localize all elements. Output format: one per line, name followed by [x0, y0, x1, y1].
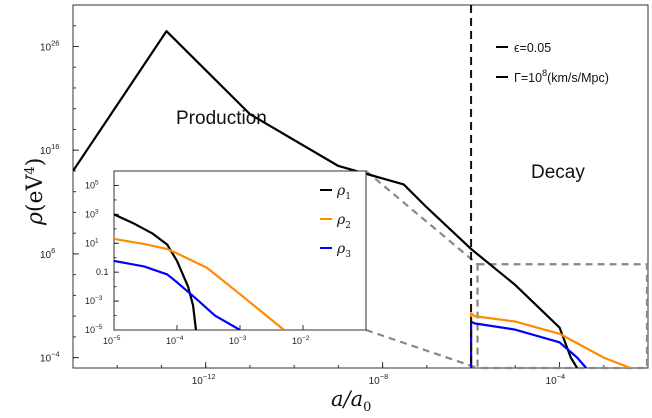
annotation-production: Production	[176, 108, 267, 129]
inset-y-tick-label: 10−3	[85, 295, 103, 306]
inset-x-tick-label: 10−4	[166, 335, 184, 346]
inset-plot: 10−5 10−4 10−3 10−210−510−30.1101103105ρ1ρ2…	[85, 170, 367, 346]
y-tick-label: 10−4	[40, 350, 60, 365]
annotation-decay: Decay	[531, 162, 585, 183]
inset-y-tick-label: 10−5	[85, 324, 103, 335]
legend-label: Γ=108(km/s/Mpc)	[514, 68, 609, 85]
main-plot-frame: 10−12 10−8 10−4 10−4 106 1016 1026	[40, 4, 649, 387]
zoom-indicator	[365, 170, 649, 370]
y-tick-label: 1016	[40, 142, 59, 157]
inset-x-tick-label: 10−5	[103, 335, 121, 346]
inset-x-tick-label: 10−3	[229, 335, 247, 346]
inset-y-tick-label: 103	[85, 208, 99, 219]
inset-y-tick-label: 0.1	[96, 267, 109, 277]
y-tick-label: 1026	[40, 38, 59, 53]
zoom-box	[476, 263, 649, 370]
inset-y-tick-label: 101	[85, 237, 99, 248]
inset-x-tick-label: 10−2	[292, 335, 310, 346]
inset-series-line-2	[114, 237, 285, 330]
main-frame-rect	[72, 4, 649, 369]
inset-frame	[113, 170, 367, 331]
inset-series-line-1	[114, 213, 198, 330]
zoom-connector-bottom	[365, 328, 478, 370]
legend-label: ϵ=0.05	[514, 41, 551, 55]
x-tick-label: 10−8	[369, 372, 389, 387]
y-axis-label: ρ(eV4)	[23, 158, 48, 226]
zoom-connector-top	[365, 170, 479, 266]
main-series-line-2	[469, 311, 631, 368]
main-series-line-1	[73, 30, 579, 368]
x-tick-label: 10−12	[192, 372, 216, 387]
x-axis-label: a/a0	[331, 387, 371, 415]
inset-y-tick-label: 105	[85, 179, 99, 190]
main-legend: ϵ=0.05 Γ=108(km/s/Mpc)	[496, 41, 609, 85]
y-tick-label: 106	[40, 246, 55, 261]
x-tick-label: 10−4	[546, 372, 566, 387]
inset-series-line-3	[114, 259, 241, 330]
main-series-line-3	[469, 320, 587, 368]
